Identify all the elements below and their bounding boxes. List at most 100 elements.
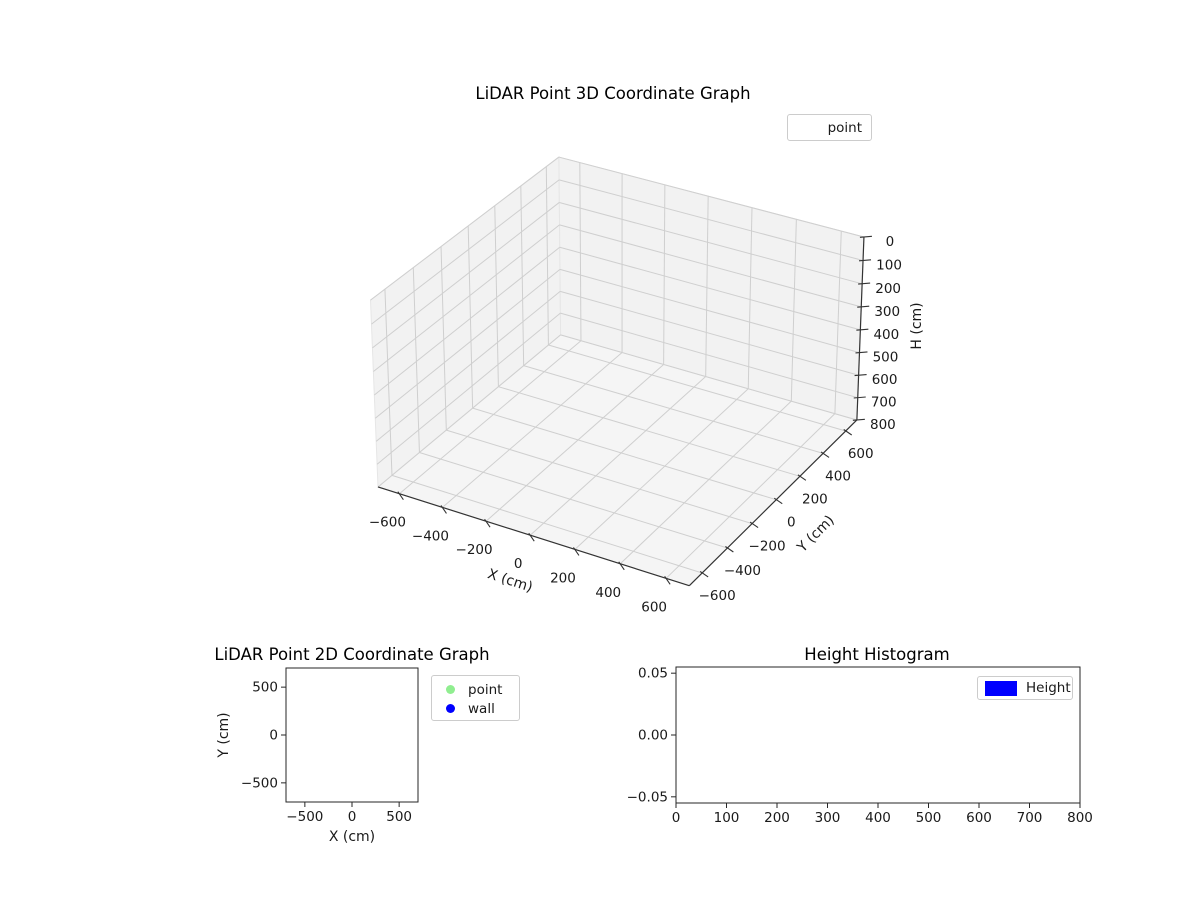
x-tick-3d bbox=[573, 547, 580, 556]
grid-line-z-leftwall bbox=[371, 179, 560, 325]
y-tick-label-3d: 400 bbox=[825, 468, 851, 484]
grid-line-x-rightwall bbox=[705, 196, 709, 377]
histogram-title: Height Histogram bbox=[804, 645, 950, 664]
plot2d-legend-label-point: point bbox=[468, 681, 503, 698]
grid-line-x-floor bbox=[399, 340, 582, 495]
grid-line-z-leftwall bbox=[375, 290, 561, 442]
x-tick-3d bbox=[618, 561, 625, 571]
grid-line-z-leftwall bbox=[373, 224, 560, 372]
z-tick-label-3d: 300 bbox=[874, 304, 900, 320]
grid-line-y-leftwall bbox=[545, 166, 549, 346]
plot3d-title: LiDAR Point 3D Coordinate Graph bbox=[475, 84, 751, 103]
z-tick-label-3d: 800 bbox=[870, 417, 896, 433]
histogram-legend: Height bbox=[977, 676, 1073, 700]
histogram-x-tick-label: 800 bbox=[1067, 810, 1093, 826]
grid-line-x-rightwall bbox=[579, 162, 582, 341]
plot2d-x-tick-label: −500 bbox=[286, 809, 323, 825]
plot2d-frame bbox=[285, 667, 419, 803]
plot2d-y-tick-label: 0 bbox=[269, 728, 278, 744]
z-tick-3d bbox=[854, 373, 867, 377]
z-tick-3d bbox=[857, 305, 870, 308]
histogram-x-tick-label: 500 bbox=[916, 810, 942, 826]
point-marker-handle bbox=[432, 685, 468, 694]
z-tick-3d bbox=[855, 351, 868, 354]
plot3d-legend-label-point: point bbox=[827, 119, 862, 136]
wall-marker-handle bbox=[432, 704, 468, 713]
x-tick-3d bbox=[397, 491, 404, 501]
y-tick-label-3d: −400 bbox=[724, 563, 761, 579]
z-tick-3d bbox=[856, 328, 869, 331]
grid-line-y-floor bbox=[498, 386, 801, 477]
z-tick-3d bbox=[852, 418, 865, 421]
z-tick-label-3d: 0 bbox=[886, 234, 895, 250]
y-tick-label-3d: 200 bbox=[802, 491, 828, 507]
x-tick-label-3d: −400 bbox=[412, 528, 449, 544]
grid-line-y-floor bbox=[523, 365, 824, 454]
grid-line-z-rightwall bbox=[559, 201, 863, 285]
grid-line-z-rightwall bbox=[560, 312, 858, 399]
grid-line-y-floor bbox=[419, 452, 728, 549]
z-tick-3d bbox=[858, 259, 872, 262]
x-tick-3d bbox=[664, 576, 671, 585]
grid-line-z-leftwall bbox=[374, 268, 561, 419]
grid-line-x-rightwall bbox=[747, 207, 753, 389]
grid-line-z-leftwall bbox=[376, 312, 561, 465]
grid-line-z-leftwall bbox=[374, 246, 561, 396]
histogram-x-tick-label: 0 bbox=[672, 810, 681, 826]
grid-line-x-floor bbox=[665, 413, 836, 579]
histogram-x-tick-label: 600 bbox=[966, 810, 992, 826]
grid-line-y-leftwall bbox=[494, 205, 499, 387]
grid-line-z-rightwall bbox=[559, 246, 861, 331]
grid-line-y-floor bbox=[548, 344, 846, 432]
plot2d-legend-label-wall: wall bbox=[468, 700, 495, 717]
histogram-x-tick-label: 700 bbox=[1017, 810, 1043, 826]
z-tick-3d bbox=[858, 282, 871, 285]
histogram-x-tick-label: 400 bbox=[865, 810, 891, 826]
grid-line-x-floor bbox=[619, 400, 792, 565]
plot2d-x-tick-label: 500 bbox=[386, 809, 412, 825]
grid-line-z-rightwall bbox=[558, 156, 865, 238]
z-tick-3d bbox=[853, 396, 866, 399]
x-tick-label-3d: 600 bbox=[641, 599, 667, 615]
y-tick-3d bbox=[699, 571, 709, 578]
y-tick-label-3d: 0 bbox=[787, 515, 796, 531]
grid-line-z-rightwall bbox=[560, 290, 859, 376]
plot2d-xaxis-label: X (cm) bbox=[328, 829, 376, 845]
grid-line-x-floor bbox=[485, 364, 664, 522]
plot3d-legend: point bbox=[787, 114, 872, 141]
z-tick-3d bbox=[859, 235, 872, 238]
x-tick-label-3d: 400 bbox=[595, 585, 621, 601]
wall-marker-icon bbox=[445, 704, 455, 713]
y-tick-label-3d: −200 bbox=[749, 539, 786, 555]
plot3d-zaxis-label: H (cm) bbox=[909, 302, 925, 350]
plot2d-title: LiDAR Point 2D Coordinate Graph bbox=[214, 645, 490, 664]
y-axis-line-3d bbox=[688, 419, 858, 587]
grid-line-z-rightwall bbox=[559, 224, 862, 308]
grid-line-x-rightwall bbox=[663, 184, 666, 365]
histogram-x-tick-label: 100 bbox=[714, 810, 740, 826]
grid-line-z-rightwall bbox=[558, 179, 864, 261]
grid-line-z-rightwall bbox=[560, 334, 858, 421]
grid-line-y-floor bbox=[472, 407, 777, 501]
x-tick-label-3d: −600 bbox=[369, 515, 406, 531]
histogram-y-tick-label: 0.05 bbox=[638, 666, 668, 682]
grid-line-z-leftwall bbox=[377, 334, 561, 488]
y-tick-label-3d: 600 bbox=[848, 446, 874, 462]
x-tick-3d bbox=[484, 518, 491, 528]
y-tick-3d bbox=[843, 429, 853, 436]
x-tick-label-3d: −200 bbox=[456, 542, 493, 558]
x-tick-label-3d: 0 bbox=[514, 556, 523, 572]
grid-line-x-floor bbox=[529, 376, 707, 536]
z-tick-label-3d: 700 bbox=[871, 395, 897, 411]
histogram-x-tick-label: 300 bbox=[815, 810, 841, 826]
grid-line-y-floor bbox=[446, 429, 753, 525]
grid-line-z-leftwall bbox=[370, 156, 560, 301]
grid-line-y-leftwall bbox=[412, 267, 420, 453]
histogram-x-tick-label: 200 bbox=[764, 810, 790, 826]
grid-line-z-leftwall bbox=[372, 202, 560, 349]
z-tick-label-3d: 200 bbox=[875, 281, 901, 297]
grid-line-x-rightwall bbox=[834, 231, 842, 414]
histogram-y-tick-label: −0.05 bbox=[627, 789, 668, 805]
x-tick-3d bbox=[528, 532, 535, 542]
plot2d-legend-row-wall: wall bbox=[432, 699, 519, 718]
